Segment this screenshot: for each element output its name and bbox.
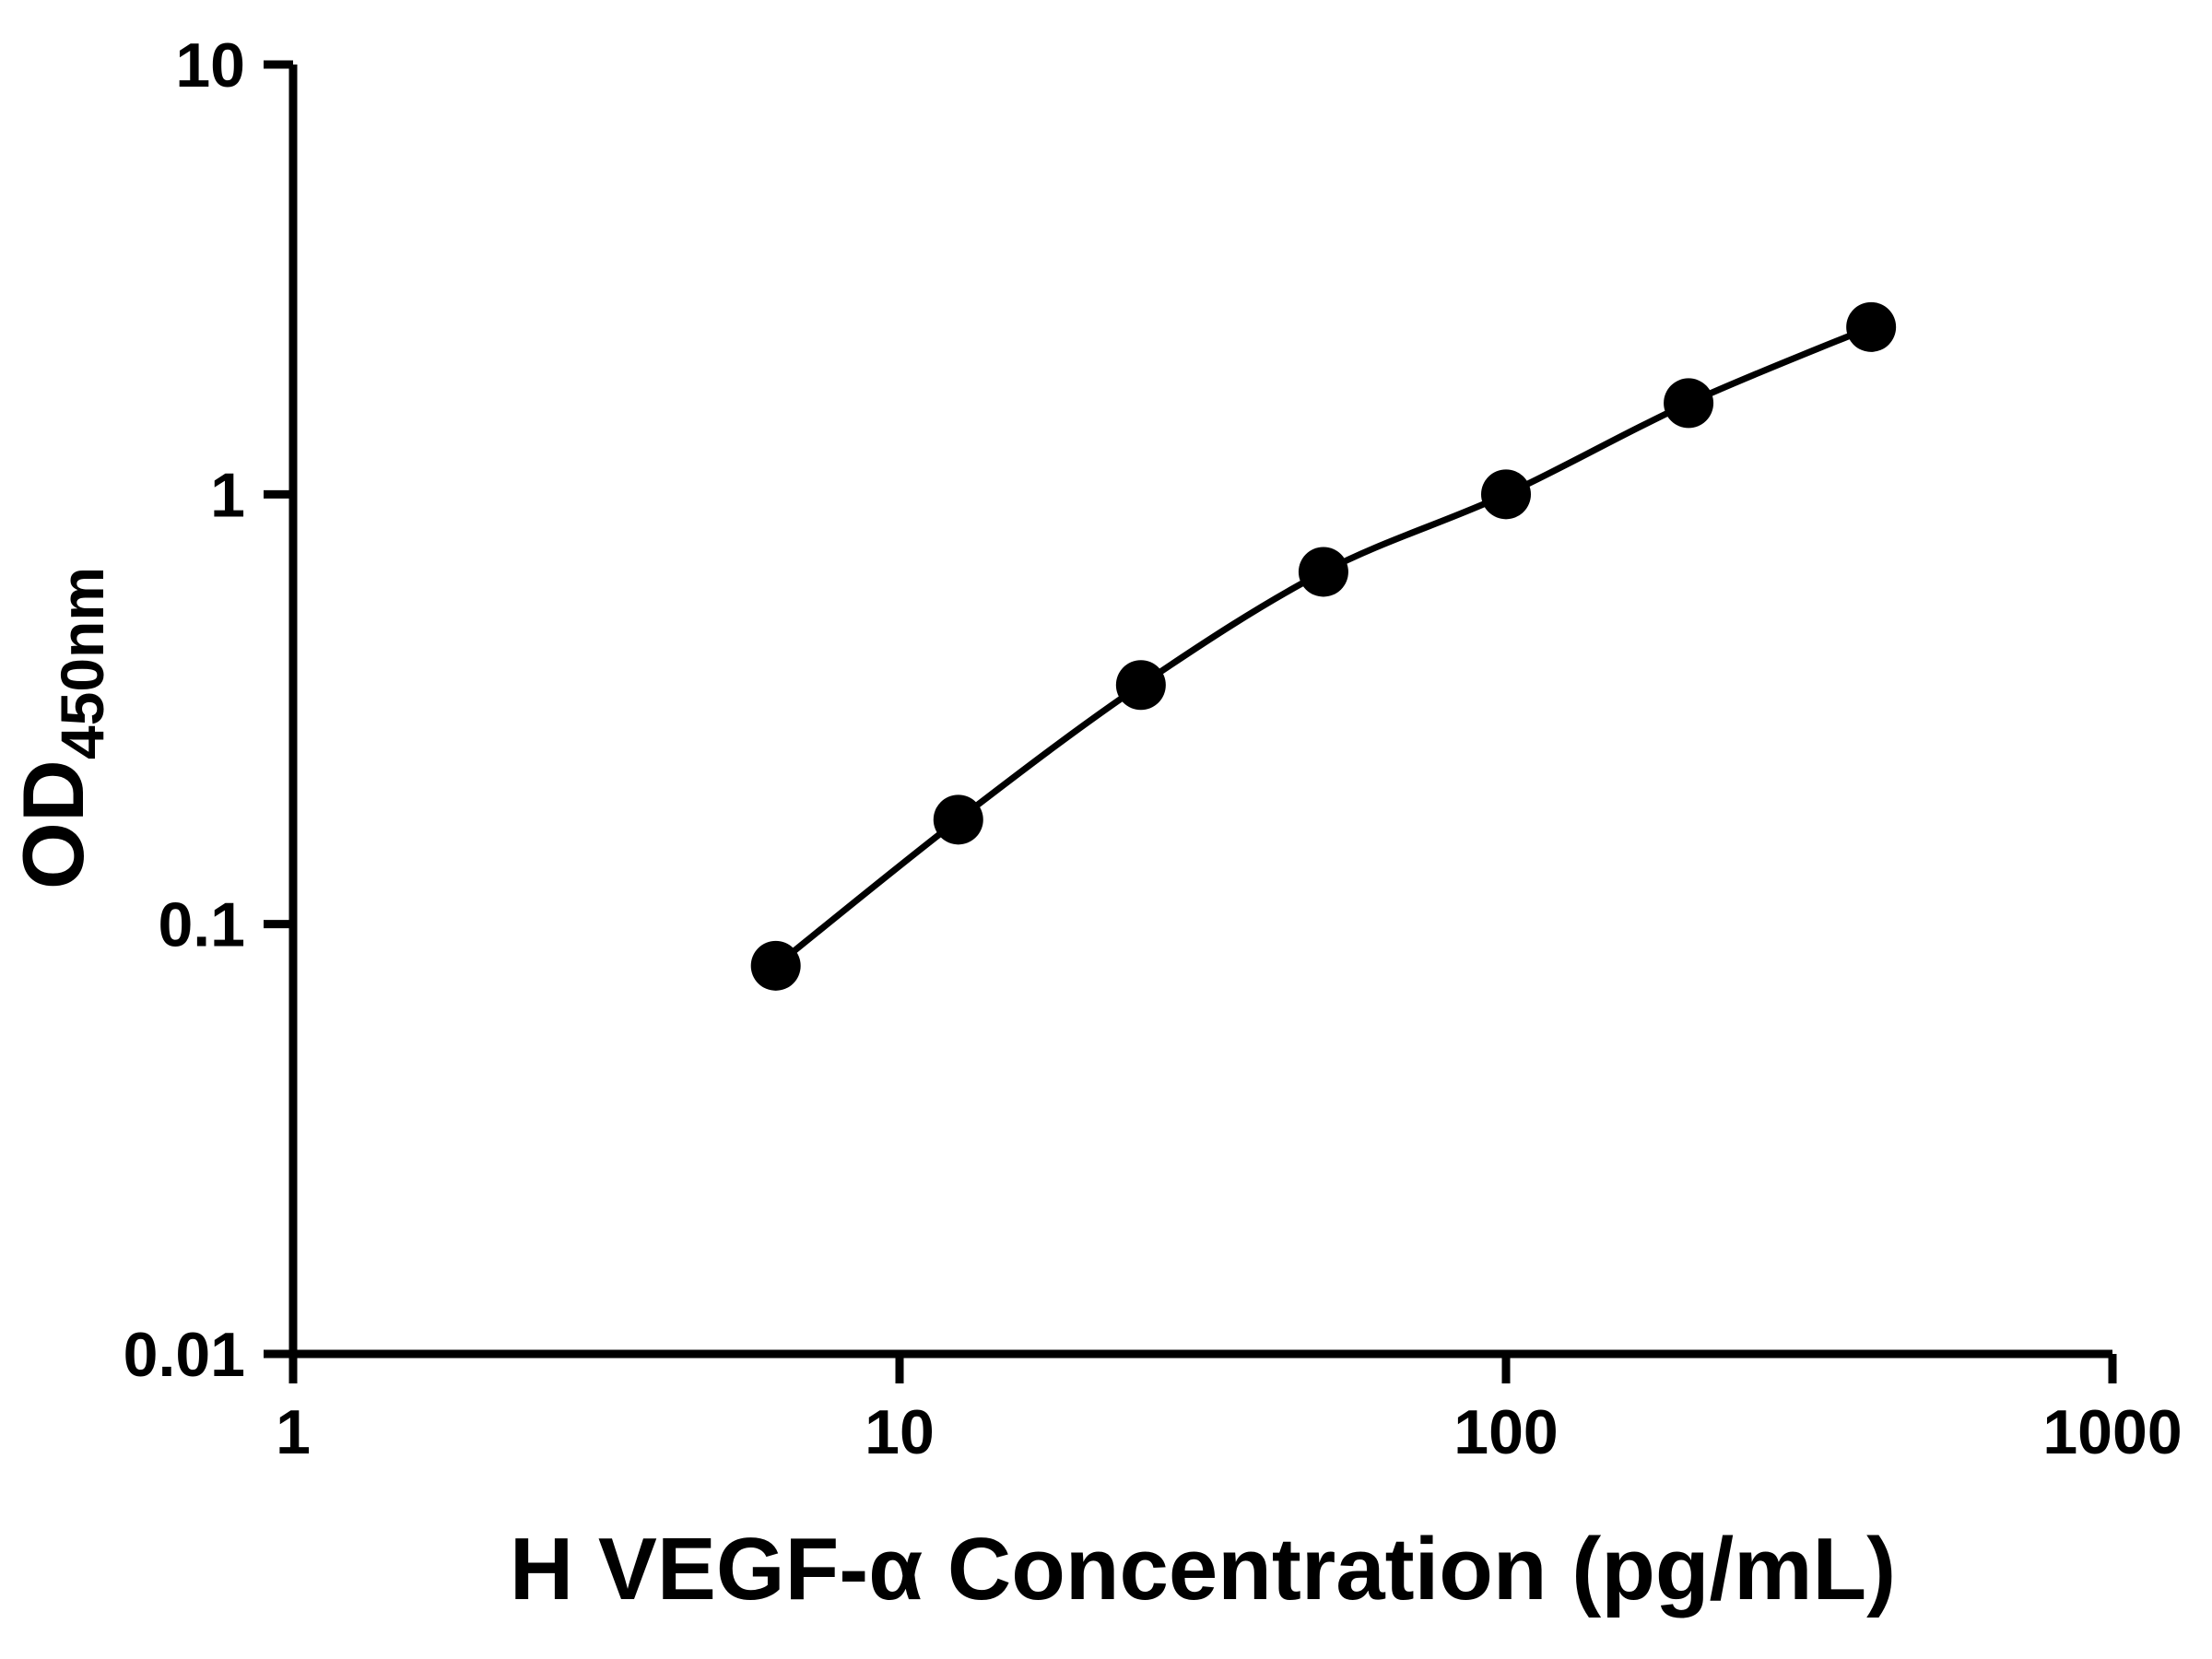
tick-labels: 1 10 100 1000 0.01 0.1 1 10	[124, 30, 2183, 1467]
data-point	[1298, 547, 1348, 597]
y-tick-label: 0.1	[158, 890, 245, 960]
data-point	[1481, 469, 1531, 520]
data-point	[1664, 378, 1714, 429]
y-axis-label-main: OD	[5, 759, 101, 889]
y-axis-label-subscript: 450nm	[48, 567, 116, 759]
y-axis-label: OD450nm	[5, 567, 116, 889]
standard-curve-line	[773, 324, 1873, 969]
x-tick-label: 1	[276, 1397, 311, 1467]
x-axis-label: H VEGF-α Concentration (pg/mL)	[510, 1520, 1896, 1618]
axes	[264, 60, 2117, 1383]
data-points	[750, 301, 1897, 991]
y-tick-label: 1	[210, 460, 245, 530]
data-point	[933, 794, 983, 845]
data-point	[1846, 301, 1897, 352]
data-point	[750, 940, 801, 991]
data-point	[1115, 660, 1166, 711]
x-tick-label: 10	[865, 1397, 935, 1467]
y-tick-label: 10	[175, 30, 245, 100]
y-tick-label: 0.01	[124, 1320, 245, 1390]
x-tick-label: 1000	[2042, 1397, 2182, 1467]
x-tick-label: 100	[1453, 1397, 1558, 1467]
